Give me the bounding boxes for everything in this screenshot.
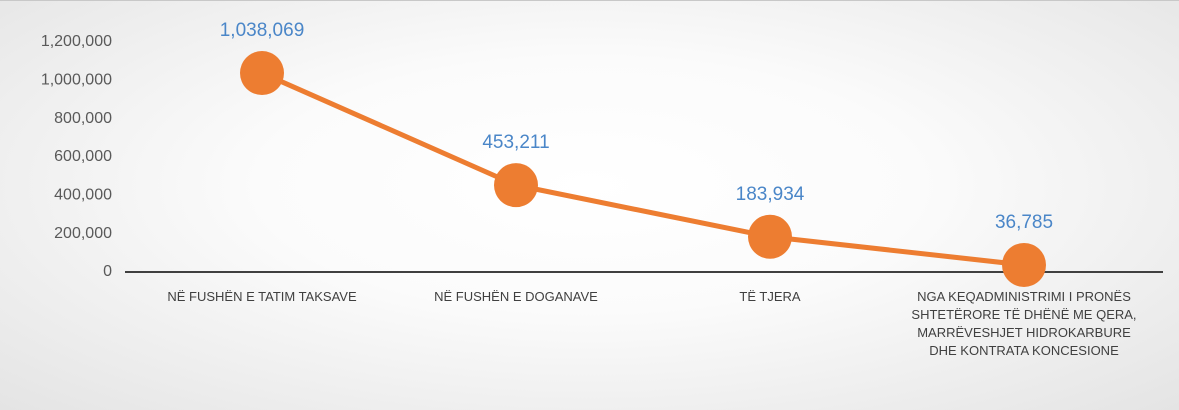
marker <box>240 51 284 96</box>
y-tick-label: 1,000,000 <box>41 72 112 89</box>
marker <box>1002 242 1046 287</box>
data-label: 453,211 <box>482 132 549 153</box>
y-tick-label: 400,000 <box>54 187 112 204</box>
marker <box>748 214 792 259</box>
data-label: 1,038,069 <box>220 20 305 41</box>
y-tick-label: 200,000 <box>54 225 112 242</box>
x-tick-label: NË FUSHËN E DOGANAVE <box>434 289 598 304</box>
x-tick-label: TË TJERA <box>739 289 801 304</box>
data-label: 36,785 <box>995 212 1053 233</box>
y-tick-label: 600,000 <box>54 148 112 165</box>
x-tick-label: NË FUSHËN E TATIM TAKSAVE <box>167 289 357 304</box>
y-tick-label: 0 <box>103 263 112 280</box>
line <box>260 70 1025 268</box>
x-tick-label: NGA KEQADMINISTRIMI I PRONËS SHTETËRORE … <box>911 289 1137 358</box>
y-tick-label: 800,000 <box>54 110 112 127</box>
y-tick-label: 1,200,000 <box>41 33 112 50</box>
marker <box>494 163 538 208</box>
data-label: 183,934 <box>736 184 805 205</box>
